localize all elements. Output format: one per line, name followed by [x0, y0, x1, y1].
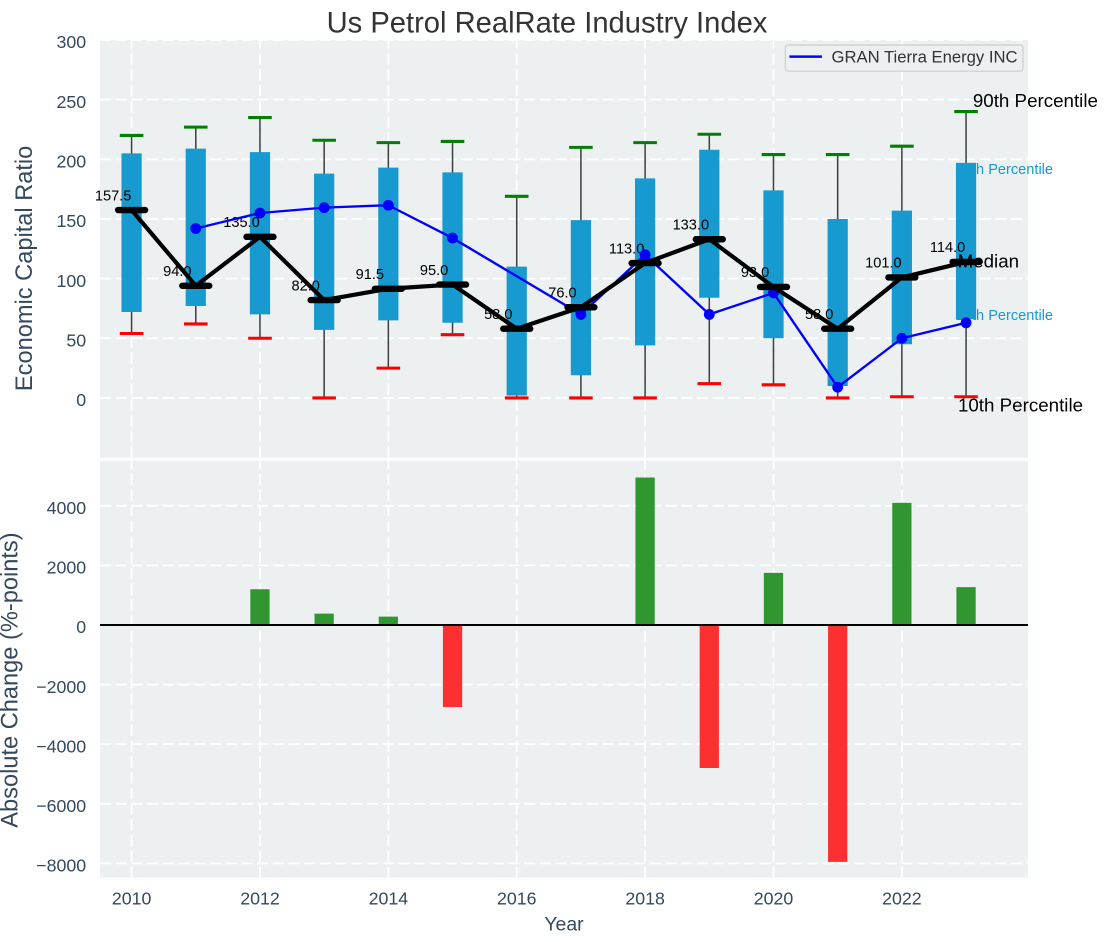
- svg-text:101.0: 101.0: [865, 256, 901, 272]
- svg-text:95.0: 95.0: [420, 263, 448, 279]
- svg-text:−2000: −2000: [36, 677, 86, 697]
- svg-text:Economic Capital Ratio: Economic Capital Ratio: [12, 146, 38, 391]
- svg-text:2000: 2000: [47, 558, 87, 578]
- svg-text:2022: 2022: [882, 888, 922, 908]
- svg-text:4000: 4000: [47, 498, 87, 518]
- svg-text:−8000: −8000: [36, 856, 86, 876]
- svg-text:250: 250: [56, 92, 86, 112]
- svg-text:157.5: 157.5: [95, 188, 131, 204]
- svg-text:94.0: 94.0: [163, 264, 191, 280]
- svg-text:2018: 2018: [625, 888, 665, 908]
- svg-text:114.0: 114.0: [930, 240, 965, 256]
- svg-text:GRAN Tierra Energy INC: GRAN Tierra Energy INC: [832, 47, 1018, 66]
- svg-text:−4000: −4000: [36, 736, 86, 756]
- svg-text:133.0: 133.0: [673, 218, 709, 234]
- svg-text:Year: Year: [544, 914, 584, 936]
- svg-text:Absolute Change (%-points): Absolute Change (%-points): [0, 532, 24, 827]
- svg-text:300: 300: [56, 32, 86, 52]
- svg-text:2012: 2012: [240, 888, 280, 908]
- svg-text:0: 0: [76, 617, 86, 637]
- svg-text:100: 100: [56, 271, 86, 291]
- svg-text:25th Percentile: 25th Percentile: [956, 308, 1053, 324]
- svg-text:2014: 2014: [369, 888, 409, 908]
- svg-text:2020: 2020: [754, 888, 794, 908]
- svg-text:200: 200: [56, 152, 86, 172]
- svg-text:76.0: 76.0: [548, 286, 576, 302]
- svg-text:Us Petrol RealRate Industry In: Us Petrol RealRate Industry Index: [327, 8, 768, 40]
- svg-text:75th Percentile: 75th Percentile: [956, 162, 1053, 178]
- svg-text:10th Percentile: 10th Percentile: [958, 395, 1083, 416]
- svg-text:2010: 2010: [112, 888, 152, 908]
- svg-text:91.5: 91.5: [356, 267, 384, 283]
- svg-text:0: 0: [76, 390, 86, 410]
- svg-text:113.0: 113.0: [609, 241, 644, 257]
- svg-text:150: 150: [56, 211, 86, 231]
- svg-text:50: 50: [66, 331, 86, 351]
- svg-text:−6000: −6000: [36, 796, 86, 816]
- svg-text:90th Percentile: 90th Percentile: [973, 90, 1098, 111]
- svg-text:Median: Median: [958, 250, 1020, 271]
- svg-text:2016: 2016: [497, 888, 537, 908]
